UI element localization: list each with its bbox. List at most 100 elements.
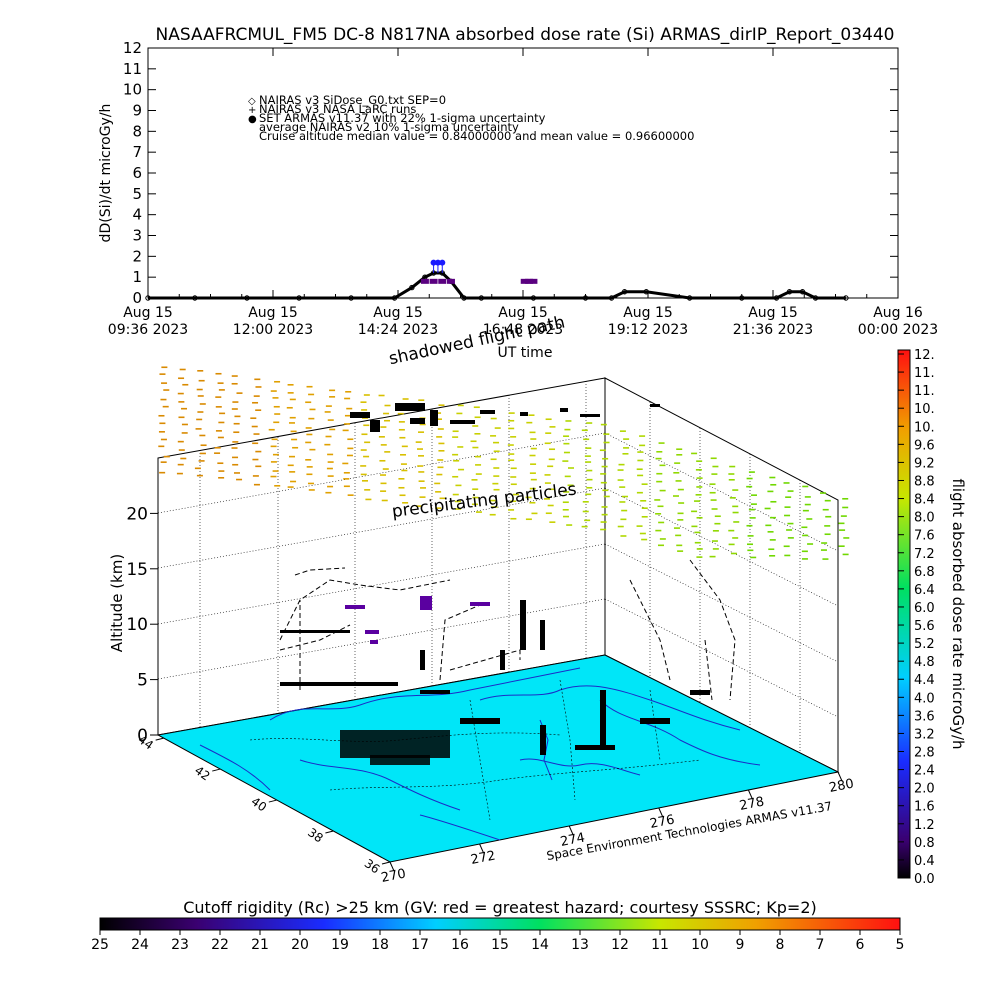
particle-mark — [674, 462, 681, 464]
particle-mark — [255, 450, 262, 453]
particle-mark — [197, 411, 204, 413]
particle-mark — [289, 455, 296, 458]
particle-mark — [824, 499, 831, 502]
particle-mark — [287, 384, 294, 386]
particle-mark — [270, 445, 277, 448]
particle-mark — [769, 539, 776, 541]
particle-mark — [678, 502, 685, 504]
particle-mark — [417, 448, 424, 450]
particle-mark — [360, 401, 367, 403]
cruise-mark — [529, 278, 538, 284]
particle-mark — [529, 454, 536, 457]
particle-mark — [639, 444, 646, 447]
particle-mark — [712, 530, 719, 532]
dose-colorbar-label: flight absorbed dose rate microGy/h — [949, 478, 967, 749]
particle-mark — [710, 499, 717, 501]
x-tick-label-date: Aug 15 — [123, 305, 173, 321]
particle-mark — [401, 469, 408, 472]
latitude-tick-label: 40 — [249, 794, 270, 814]
particle-mark — [787, 537, 794, 539]
particle-mark — [181, 423, 188, 426]
particle-mark — [437, 428, 444, 430]
particle-mark — [677, 488, 684, 491]
particle-mark — [252, 442, 259, 445]
particle-mark — [696, 486, 703, 488]
particle-mark — [327, 419, 334, 421]
particle-mark — [270, 390, 277, 392]
particle-mark — [308, 393, 315, 396]
particle-mark — [458, 468, 465, 471]
nairas-point — [391, 295, 398, 301]
particle-mark — [822, 558, 829, 560]
particle-mark — [232, 441, 239, 443]
particle-mark — [676, 544, 683, 547]
dose-tick-label: 6.0 — [914, 601, 935, 616]
particle-mark — [714, 515, 721, 518]
particle-mark — [455, 508, 462, 510]
particle-mark — [675, 534, 682, 537]
particle-mark — [659, 464, 666, 467]
particle-mark — [656, 480, 663, 483]
y-tick-label: 4 — [132, 206, 142, 224]
particle-mark — [347, 438, 354, 441]
particle-mark — [712, 548, 719, 550]
particle-mark — [658, 442, 665, 444]
particle-mark — [363, 455, 370, 458]
particle-mark — [252, 475, 259, 477]
particle-mark — [272, 397, 279, 399]
y-tick-label: 10 — [123, 81, 142, 99]
longitude-tick-label: 272 — [470, 848, 497, 867]
nairas-point — [799, 289, 806, 295]
particle-mark — [365, 498, 372, 501]
particle-mark — [178, 377, 185, 380]
particle-mark — [636, 468, 643, 471]
particle-mark — [252, 401, 259, 404]
particle-mark — [158, 414, 165, 417]
particle-mark — [695, 494, 702, 496]
particle-mark — [675, 480, 682, 482]
particle-mark — [696, 548, 703, 550]
particle-mark — [219, 412, 226, 415]
x-tick-label-date: Aug 15 — [498, 305, 548, 321]
dose-tick-label: 3.2 — [914, 727, 935, 742]
particle-mark — [272, 453, 279, 456]
particle-mark — [842, 506, 849, 509]
particle-mark — [329, 428, 336, 431]
particle-mark — [418, 480, 425, 482]
longitude-tick-mark — [837, 771, 843, 782]
particle-mark — [419, 496, 426, 498]
x-tick-label-time: 14:24 2023 — [358, 322, 438, 338]
particle-mark — [435, 412, 442, 414]
particle-mark — [563, 491, 570, 493]
particle-mark — [268, 428, 275, 431]
particle-mark — [399, 436, 406, 439]
longitude-tick-mark — [568, 825, 574, 836]
particle-mark — [360, 465, 367, 467]
particle-mark — [198, 460, 205, 462]
x-tick-label-time: 00:00 2023 — [858, 322, 938, 338]
particle-mark — [622, 452, 629, 455]
particle-mark — [218, 421, 225, 424]
particle-mark — [344, 397, 351, 400]
particle-mark — [435, 491, 442, 493]
particle-mark — [732, 505, 739, 508]
particle-mark — [531, 512, 538, 515]
x-axis-label: UT time — [498, 345, 553, 361]
latitude-tick-mark — [325, 830, 334, 834]
rigidity-tick-label: 14 — [531, 937, 549, 953]
particle-mark — [600, 528, 607, 531]
particle-mark — [491, 506, 498, 508]
particle-mark — [250, 417, 257, 420]
particle-mark — [347, 447, 354, 450]
particle-mark — [677, 512, 684, 515]
particle-mark — [255, 409, 262, 411]
particle-mark — [784, 554, 791, 557]
particle-mark — [380, 426, 387, 428]
particle-mark — [765, 524, 772, 527]
particle-mark — [585, 461, 592, 463]
particle-mark — [802, 485, 809, 488]
particle-mark — [325, 491, 332, 494]
latitude-tick-mark — [381, 861, 391, 865]
altitude-tick-label: 15 — [126, 560, 148, 580]
